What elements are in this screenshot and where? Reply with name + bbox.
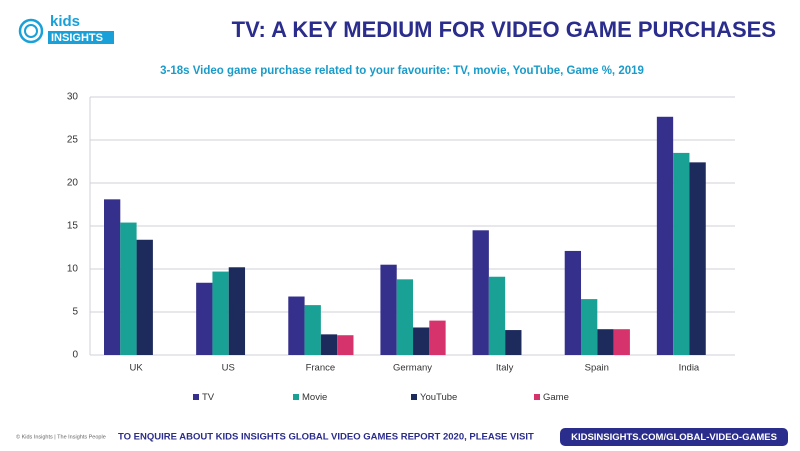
logo: kids INSIGHTS bbox=[18, 13, 114, 44]
bar bbox=[288, 296, 305, 355]
bar bbox=[304, 305, 321, 355]
copyright: © Kids Insights | The Insights People bbox=[16, 433, 106, 440]
legend-swatch bbox=[293, 394, 299, 400]
link-button[interactable] bbox=[560, 428, 788, 446]
bar bbox=[472, 230, 489, 355]
legend-swatch bbox=[534, 394, 540, 400]
x-tick-label: Italy bbox=[496, 363, 514, 374]
legend-label: YouTube bbox=[420, 392, 457, 403]
chart-subtitle: 3-18s Video game purchase related to you… bbox=[160, 65, 644, 77]
bar bbox=[413, 327, 430, 355]
bar bbox=[212, 271, 229, 355]
logo-box bbox=[48, 31, 114, 44]
chart-title: TV: A KEY MEDIUM FOR VIDEO GAME PURCHASE… bbox=[232, 17, 776, 42]
bar bbox=[689, 162, 706, 355]
enquire-text: TO ENQUIRE ABOUT KIDS INSIGHTS GLOBAL VI… bbox=[118, 432, 534, 443]
legend-swatch bbox=[193, 394, 199, 400]
y-tick-label: 10 bbox=[67, 264, 79, 275]
bar bbox=[488, 276, 506, 355]
legend-swatch bbox=[411, 394, 417, 400]
bar bbox=[581, 299, 598, 355]
bar bbox=[505, 330, 522, 355]
bar bbox=[613, 329, 630, 355]
y-tick-label: 15 bbox=[67, 221, 79, 232]
y-tick-label: 5 bbox=[72, 307, 78, 318]
bar bbox=[120, 222, 137, 355]
y-tick-label: 25 bbox=[67, 135, 79, 146]
y-tick-label: 20 bbox=[67, 178, 79, 189]
bar bbox=[396, 279, 414, 355]
x-tick-label: India bbox=[679, 363, 700, 374]
legend-label: TV bbox=[202, 392, 215, 403]
bar bbox=[337, 335, 354, 355]
bar bbox=[597, 329, 614, 355]
legend-label: Game bbox=[543, 392, 569, 403]
x-tick-label: Germany bbox=[393, 363, 432, 374]
x-tick-label: UK bbox=[129, 363, 143, 374]
bar bbox=[196, 282, 213, 355]
legend-label: Movie bbox=[302, 392, 327, 403]
bar bbox=[656, 116, 674, 355]
bar bbox=[136, 239, 153, 355]
logo-bottom: INSIGHTS bbox=[51, 32, 103, 44]
logo-icon bbox=[18, 18, 44, 44]
bar bbox=[429, 320, 446, 355]
bar bbox=[564, 250, 582, 355]
bar bbox=[673, 152, 690, 355]
logo-icon-inner bbox=[24, 24, 38, 38]
bar bbox=[228, 267, 246, 355]
link-text[interactable]: KIDSINSIGHTS.COM/GLOBAL-VIDEO-GAMES bbox=[571, 432, 777, 443]
bar bbox=[320, 334, 338, 355]
logo-top: kids bbox=[50, 13, 80, 30]
x-tick-label: US bbox=[222, 363, 235, 374]
bar bbox=[380, 264, 397, 355]
y-tick-label: 0 bbox=[72, 350, 78, 361]
bar bbox=[104, 199, 121, 355]
x-tick-label: France bbox=[306, 363, 336, 374]
x-tick-label: Spain bbox=[585, 363, 609, 374]
y-tick-label: 30 bbox=[67, 92, 79, 103]
